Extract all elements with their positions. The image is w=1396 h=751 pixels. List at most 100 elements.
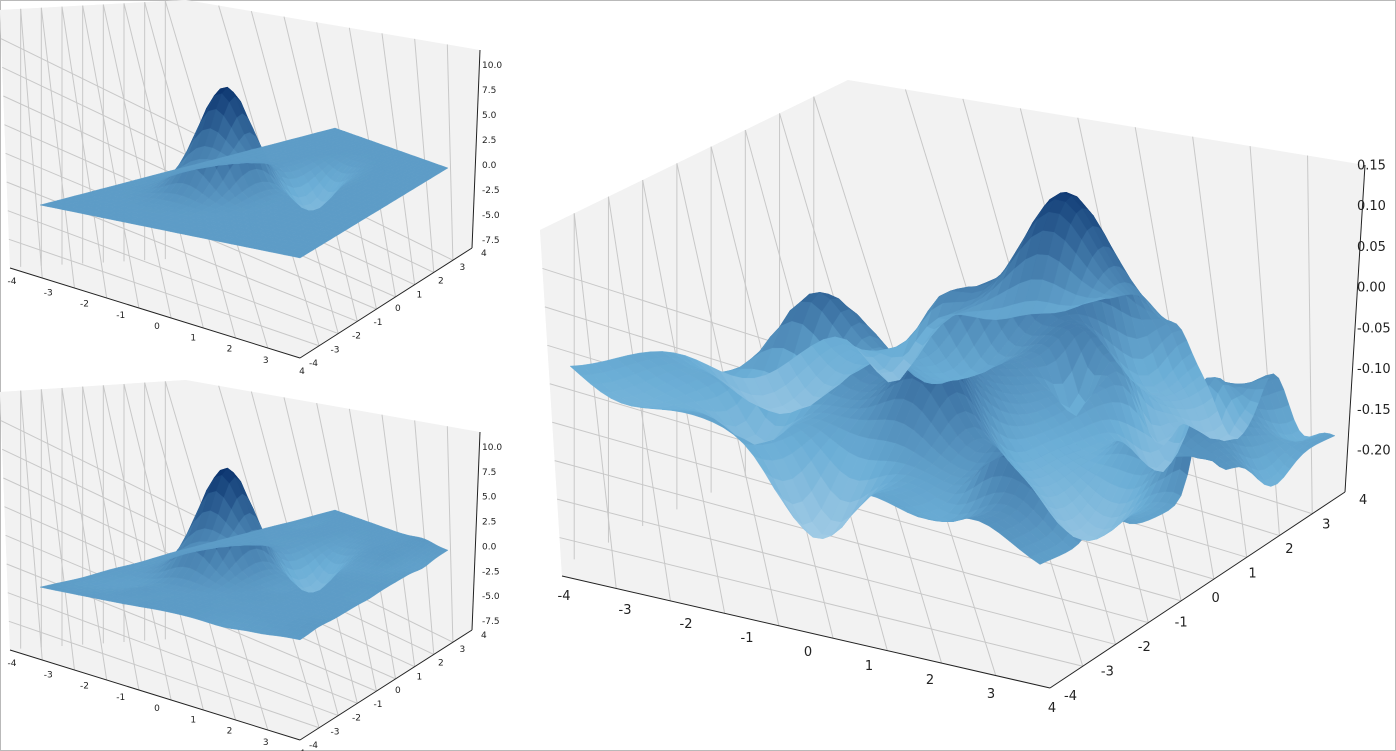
surface-facet <box>1088 296 1106 302</box>
grid-line <box>102 4 172 319</box>
grid-line <box>7 210 339 335</box>
x-tick-label: -1 <box>741 631 754 646</box>
z-tick-label: -2.5 <box>482 567 500 577</box>
x-axis-line <box>561 575 1051 689</box>
z-axis-line <box>471 49 481 249</box>
x-tick-label: 1 <box>190 333 196 343</box>
x-tick-label: 2 <box>926 673 934 688</box>
y-tick-label: 1 <box>417 672 423 682</box>
z-tick-label: 0.0 <box>482 161 497 171</box>
surface-mesh <box>569 192 1336 565</box>
x-tick-label: 4 <box>299 367 305 377</box>
x-tick-label: 3 <box>263 356 269 366</box>
x-tick-label: 4 <box>1048 701 1056 716</box>
z-tick-label: 0.0 <box>482 542 497 552</box>
grid-line <box>102 385 172 701</box>
x-tick-label: -2 <box>80 300 89 310</box>
z-tick-label: -2.5 <box>482 186 500 196</box>
z-tick-label: -5.0 <box>482 592 500 602</box>
y-tick-label: 4 <box>481 249 487 259</box>
grid-line <box>559 537 1083 667</box>
grid-line <box>20 8 43 279</box>
grid-line <box>7 592 339 717</box>
x-tick-label: -3 <box>44 670 53 680</box>
grid-line <box>446 44 454 261</box>
y-tick-label: 2 <box>1285 542 1293 557</box>
surface-panel-2: -4-3-2-101234-4-3-2-101234-7.5-5.0-2.50.… <box>0 380 502 751</box>
y-tick-label: -3 <box>331 727 340 737</box>
z-tick-label: 10.0 <box>482 443 502 453</box>
y-tick-label: 4 <box>1359 493 1367 508</box>
y-tick-label: -3 <box>1101 665 1114 680</box>
x-tick-label: -4 <box>8 659 17 669</box>
x-tick-label: -4 <box>558 589 571 604</box>
z-tick-label: -0.10 <box>1357 362 1391 377</box>
z-tick-label: -5.0 <box>482 211 500 221</box>
grid-line <box>573 213 617 589</box>
grid-line <box>61 6 108 299</box>
y-axis-line <box>1049 491 1346 689</box>
x-tick-label: -3 <box>44 288 53 298</box>
x-tick-label: -2 <box>80 682 89 692</box>
z-tick-label: 5.0 <box>482 493 497 503</box>
x-tick-label: -2 <box>680 617 693 632</box>
y-tick-label: -3 <box>331 345 340 355</box>
grid-line <box>20 390 43 661</box>
y-axis-line <box>299 247 473 359</box>
x-tick-label: 2 <box>227 345 233 355</box>
y-tick-label: -1 <box>374 318 383 328</box>
x-tick-label: 1 <box>865 659 873 674</box>
z-tick-label: -0.05 <box>1357 321 1391 336</box>
z-tick-label: 0.15 <box>1357 158 1386 173</box>
z-tick-label: 7.5 <box>482 468 496 478</box>
z-tick-label: 2.5 <box>482 136 496 146</box>
z-tick-label: 0.10 <box>1357 199 1386 214</box>
grid-line <box>556 498 1116 645</box>
x-tick-label: -4 <box>8 277 17 287</box>
grid-line <box>414 420 435 655</box>
surface-panel-3: -4-3-2-101234-4-3-2-101234-0.20-0.15-0.1… <box>540 80 1391 716</box>
y-axis-line <box>299 629 473 741</box>
y-tick-label: 3 <box>1322 518 1330 533</box>
z-tick-label: -0.20 <box>1357 444 1391 459</box>
x-tick-label: -1 <box>116 693 125 703</box>
surface-mesh <box>39 467 449 641</box>
z-axis-line <box>471 431 481 631</box>
x-tick-label: 0 <box>804 645 812 660</box>
y-tick-label: 4 <box>481 631 487 641</box>
grid-line <box>61 387 108 681</box>
x-tick-label: 3 <box>263 738 269 748</box>
grid-line <box>1192 136 1248 558</box>
grid-line <box>123 383 204 711</box>
surface-facet <box>325 127 339 132</box>
grid-line <box>123 3 204 329</box>
surface-panel-1: -4-3-2-101234-4-3-2-101234-7.5-5.0-2.50.… <box>0 0 502 377</box>
y-tick-label: 1 <box>417 290 423 300</box>
y-tick-label: 3 <box>460 263 466 273</box>
z-tick-label: -7.5 <box>482 236 500 246</box>
grid-line <box>82 386 140 691</box>
x-tick-label: 0 <box>154 704 160 714</box>
x-tick-label: 3 <box>987 687 995 702</box>
y-tick-label: 2 <box>438 277 444 287</box>
grid-line <box>8 238 320 347</box>
y-tick-label: -1 <box>374 700 383 710</box>
z-tick-label: -7.5 <box>482 617 500 627</box>
z-tick-label: 0.00 <box>1357 281 1386 296</box>
z-tick-label: 5.0 <box>482 111 497 121</box>
y-tick-label: -4 <box>309 359 318 369</box>
y-tick-label: -1 <box>1175 616 1188 631</box>
grid-line <box>1307 155 1313 514</box>
y-tick-label: -2 <box>352 714 361 724</box>
y-tick-label: -4 <box>1064 689 1077 704</box>
grid-line <box>446 426 454 643</box>
y-tick-label: 0 <box>395 686 401 696</box>
surface-facet <box>325 509 339 514</box>
y-tick-label: 0 <box>1212 591 1220 606</box>
y-tick-label: -4 <box>309 741 318 751</box>
x-axis-line <box>9 267 301 359</box>
grid-line <box>414 38 435 273</box>
y-tick-label: 3 <box>460 645 466 655</box>
surface-mesh <box>39 86 449 259</box>
